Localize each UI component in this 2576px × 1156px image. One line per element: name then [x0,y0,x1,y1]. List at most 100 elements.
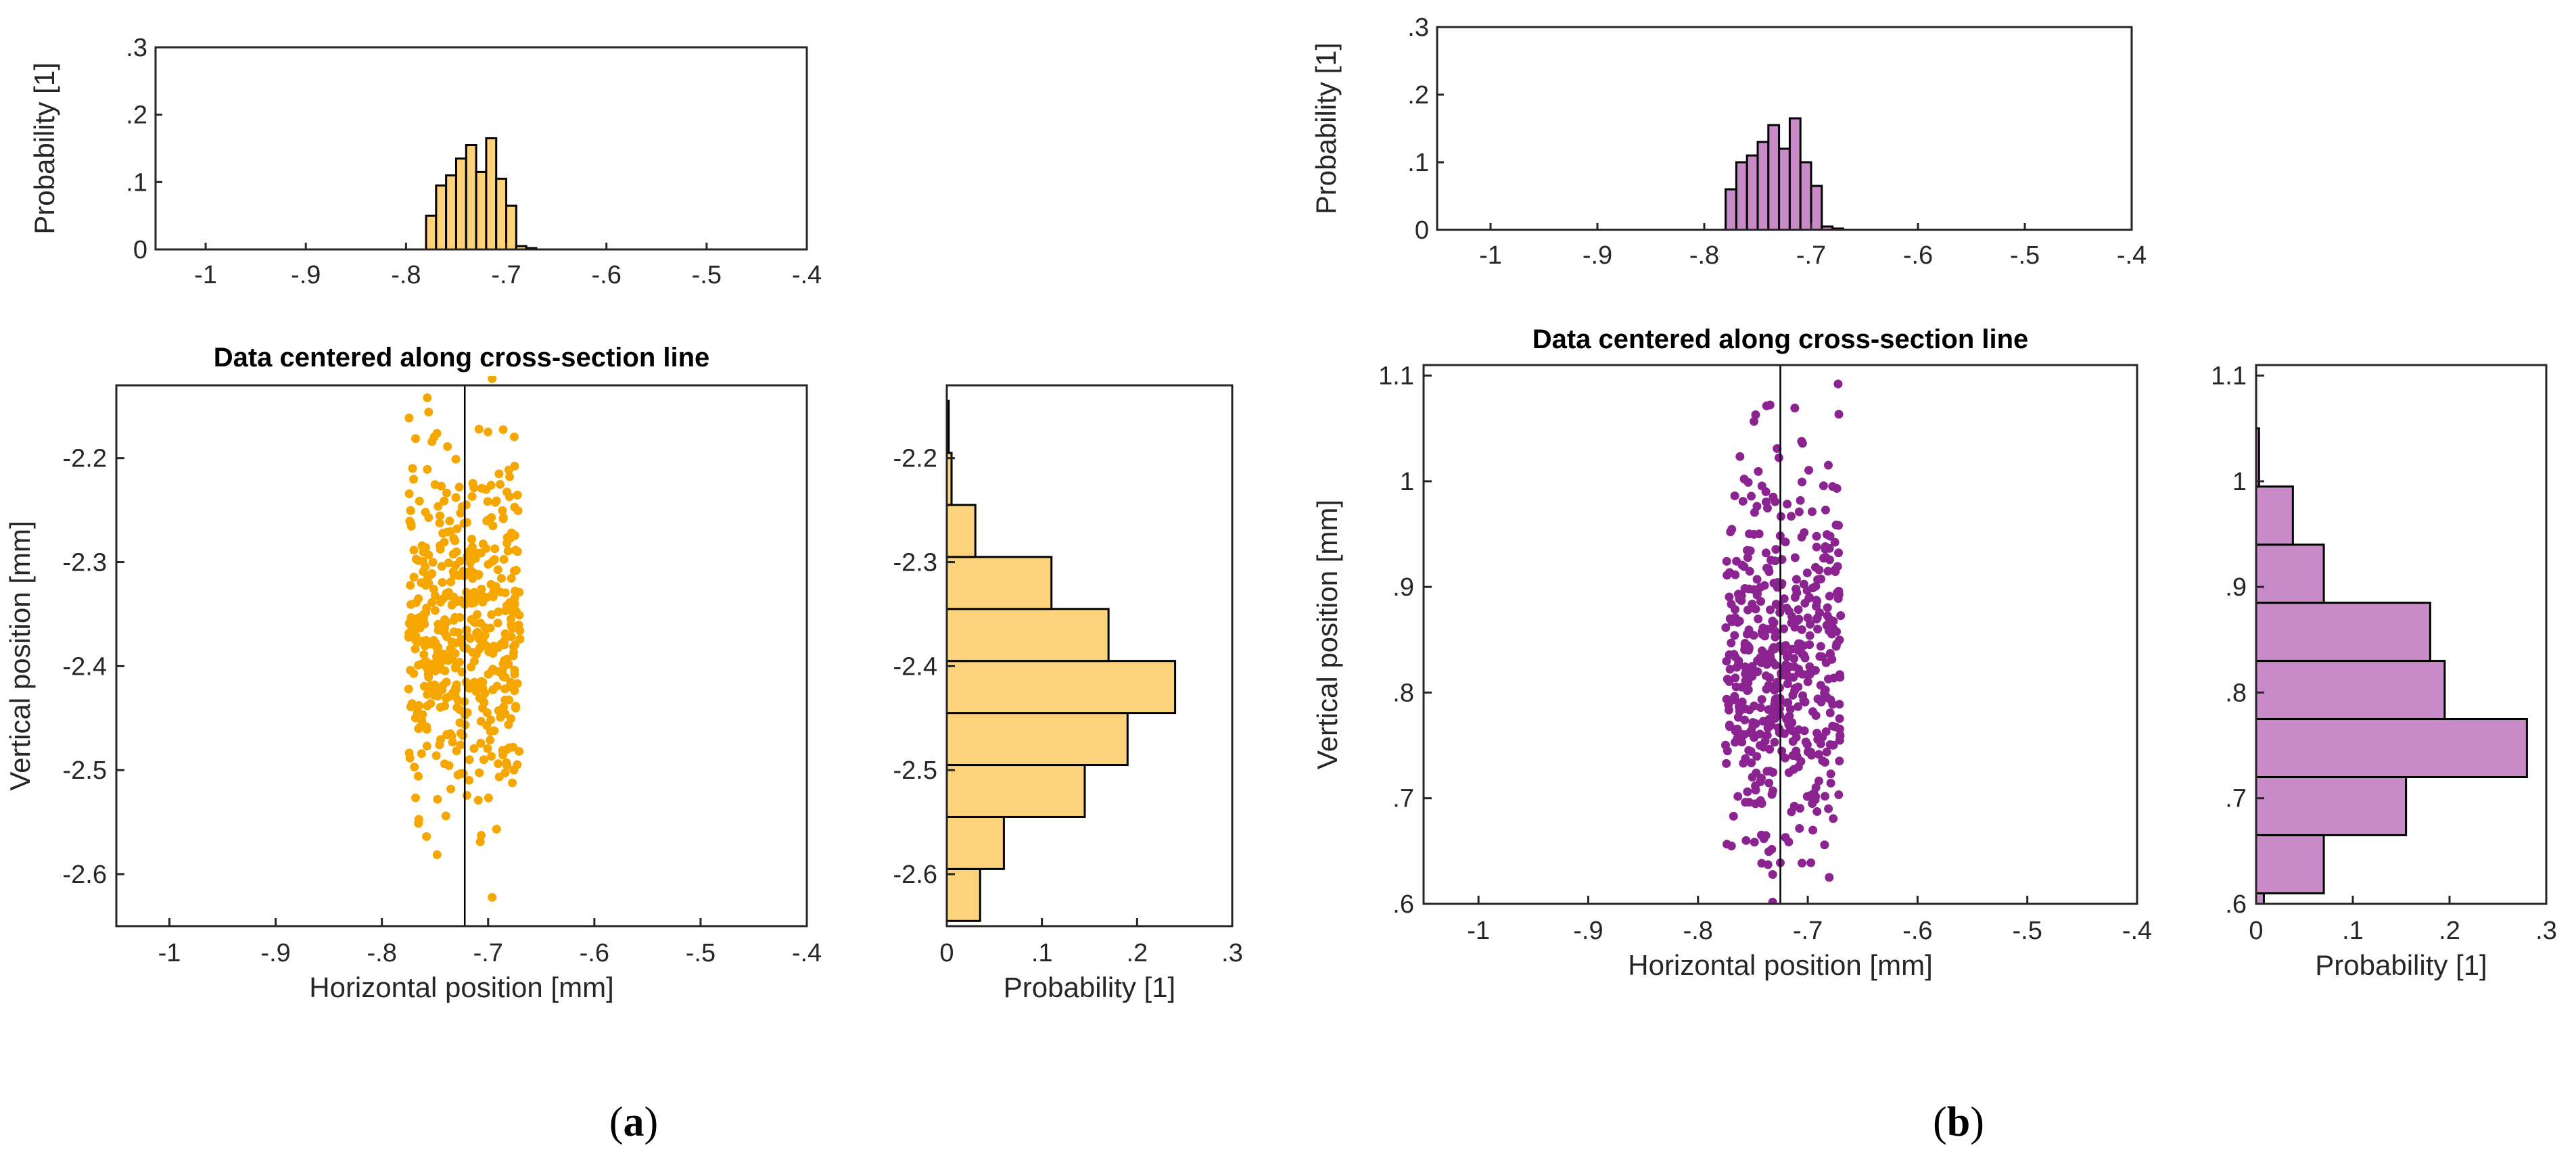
scatter-point [1782,698,1792,708]
side-histogram-bar [2255,485,2294,546]
scatter-point [424,673,434,682]
scatter-point [482,593,492,602]
side-histogram-bar [2255,775,2408,836]
scatter-point [500,695,510,704]
scatter-point [455,718,465,727]
top-histogram: -1 -.9 -.8 -.7 -.6 -.5 -.4 0 .1 .2 .3 Probability [… [28,34,822,289]
scatter-point [1783,671,1792,680]
scatter-point [1821,544,1830,554]
x-tick-label: -.6 [592,261,622,289]
scatter-point [1787,612,1796,621]
scatter-point [455,658,465,667]
scatter-point [1769,492,1778,502]
scatter-point [1804,466,1814,475]
scatter-point [1822,747,1831,756]
top-histogram: -1 -.9 -.8 -.7 -.6 -.5 -.4 0 .1 .2 .3 Probability [… [1310,14,2147,270]
scatter-point [1754,466,1763,476]
scatter-point [406,581,415,590]
side-histogram-bar [2255,544,2325,604]
scatter-point [1833,379,1843,389]
scatter-point [446,577,456,587]
scatter-point [426,699,436,708]
scatter-point [1748,672,1757,681]
side-histogram: 0 .1 .2 .3 -2.2 -2.3 -2.4 -2.5 -2.6 Probability [… [893,384,1243,1003]
scatter-point [1772,709,1781,719]
scatter-point [411,635,420,645]
x-tick-label: -.9 [1573,917,1603,945]
scatter-point [487,752,496,761]
side-histogram-bar [945,504,977,558]
scatter-title: Data centered along cross-section line [214,343,710,372]
scatter-point [1771,694,1780,704]
scatter-point [414,556,423,565]
scatter-point [473,610,482,619]
y-tick-label: -2.2 [893,445,937,473]
scatter-point [494,759,503,769]
scatter-point [1735,617,1744,626]
top-histogram-bar [1756,141,1770,231]
scatter-point [449,571,459,580]
scatter-point [1775,728,1784,738]
scatter-point [462,625,471,635]
scatter-point [1788,751,1798,761]
scatter-axes [1422,364,2138,905]
scatter-axes [115,384,808,928]
scatter-point [1747,491,1756,501]
scatter-point [1746,726,1756,736]
scatter-point [1835,700,1844,709]
scatter-point [1794,507,1804,516]
top-histogram-bar [475,170,488,251]
scatter-point [1746,747,1756,756]
scatter-point [1805,662,1814,671]
scatter-point [1819,481,1828,491]
scatter-point [1725,592,1734,602]
scatter-point [444,558,453,568]
scatter-point [1823,460,1833,470]
scatter-point [462,644,471,653]
scatter-point [475,768,484,777]
scatter-point [1796,639,1805,648]
scatter-point [506,602,515,612]
x-tick-label: -.4 [2122,917,2152,945]
scatter-point [486,727,495,736]
scatter-point [465,755,474,765]
scatter-point [1723,571,1732,580]
panel-label: (b) [1933,1099,1984,1145]
scatter-point [476,738,486,748]
x-tick-label: -.7 [473,939,503,967]
scatter-point [1760,581,1769,590]
scatter-point [451,454,461,464]
scatter-point [486,715,496,725]
scatter-point [507,620,516,629]
scatter-point [1825,592,1834,601]
scatter-point [1831,521,1841,530]
scatter-point [404,684,413,694]
side-histogram-bar [2255,892,2265,905]
scatter-point [1730,491,1739,500]
scatter-title: Data centered along cross-section line [1532,324,2029,354]
scatter-point [1790,593,1800,602]
scatter-point [421,562,430,571]
scatter-point [1825,708,1835,718]
scatter-point [434,502,443,511]
scatter-point [422,742,431,751]
scatter-point [509,567,519,576]
scatter-point [459,567,468,576]
y-tick-label: 1 [2232,468,2247,496]
scatter-point [1758,717,1768,726]
scatter-point [482,544,491,553]
scatter-point [1783,500,1792,509]
scatter-point [409,573,419,582]
scatter-point [429,635,438,645]
scatter-point [1797,437,1806,446]
top-histogram-axes [154,46,808,251]
scatter-point [1813,694,1823,704]
scatter-point [1825,873,1834,882]
scatter-point [1794,682,1803,692]
scatter-point [438,577,447,587]
scatter-point [1831,567,1840,577]
scatter-point [469,617,479,627]
y-tick-label: -2.4 [893,652,937,681]
scatter-point [1805,631,1814,640]
scatter-point [1831,642,1841,651]
